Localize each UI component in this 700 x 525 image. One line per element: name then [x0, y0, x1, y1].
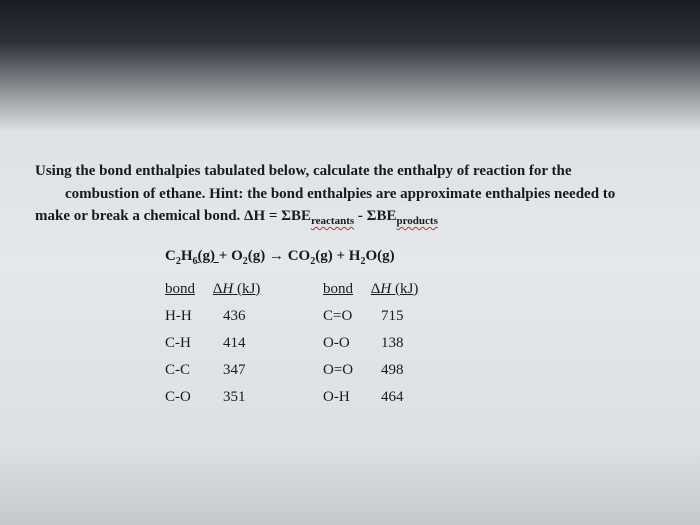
bond-value: 138	[381, 335, 421, 352]
eq-g1: (g)	[198, 248, 219, 264]
right-header: bond ΔH (kJ)	[323, 281, 421, 298]
eq-g3: (g) + H	[315, 248, 360, 264]
bond-value: 715	[381, 308, 421, 325]
question-line1: Using the bond enthalpies tabulated belo…	[35, 163, 572, 179]
bond-label: C-O	[165, 389, 223, 406]
bond-tables: bond ΔH (kJ) H-H436 C-H414 C-C347 C-O351…	[35, 281, 665, 416]
left-header: bond ΔH (kJ)	[165, 281, 263, 298]
left-table: bond ΔH (kJ) H-H436 C-H414 C-C347 C-O351	[165, 281, 263, 416]
table-row: O-O138	[323, 335, 421, 352]
eq-og: O(g)	[365, 248, 394, 264]
bond-value: 436	[223, 308, 263, 325]
table-row: C=O715	[323, 308, 421, 325]
eq-c: C	[165, 248, 176, 264]
header-bond-left: bond	[165, 281, 195, 297]
bond-label: C-C	[165, 362, 223, 379]
question-page: Using the bond enthalpies tabulated belo…	[0, 0, 700, 456]
bond-value: 351	[223, 389, 263, 406]
bond-value: 414	[223, 335, 263, 352]
eq-plus-o: + O	[219, 248, 243, 264]
question-line3a: make or break a chemical bond. ΔH = ΣBE	[35, 208, 311, 224]
eq-h: H	[181, 248, 193, 264]
question-text: Using the bond enthalpies tabulated belo…	[35, 160, 665, 230]
reactants-sub: reactants	[311, 215, 354, 227]
right-table: bond ΔH (kJ) C=O715 O-O138 O=O498 O-H464	[323, 281, 421, 416]
bond-value: 498	[381, 362, 421, 379]
products-sub: products	[396, 215, 437, 227]
bond-label: O-H	[323, 389, 381, 406]
header-dh-left: ΔH (kJ)	[213, 281, 261, 297]
bond-value: 464	[381, 389, 421, 406]
question-line2: combustion of ethane. Hint: the bond ent…	[65, 186, 615, 202]
question-line3c: - ΣBE	[354, 208, 396, 224]
reaction-equation: C2H6(g) + O2(g) → CO2(g) + H2O(g)	[35, 248, 665, 267]
header-bond-right: bond	[323, 281, 353, 297]
eq-g2: (g) → CO	[248, 248, 311, 264]
table-row: H-H436	[165, 308, 263, 325]
bond-label: H-H	[165, 308, 223, 325]
bond-label: O-O	[323, 335, 381, 352]
table-row: C-H414	[165, 335, 263, 352]
header-dh-right: ΔH (kJ)	[371, 281, 419, 297]
table-row: C-C347	[165, 362, 263, 379]
table-row: O=O498	[323, 362, 421, 379]
bond-label: C-H	[165, 335, 223, 352]
bond-value: 347	[223, 362, 263, 379]
bond-label: C=O	[323, 308, 381, 325]
bond-label: O=O	[323, 362, 381, 379]
table-row: C-O351	[165, 389, 263, 406]
table-row: O-H464	[323, 389, 421, 406]
